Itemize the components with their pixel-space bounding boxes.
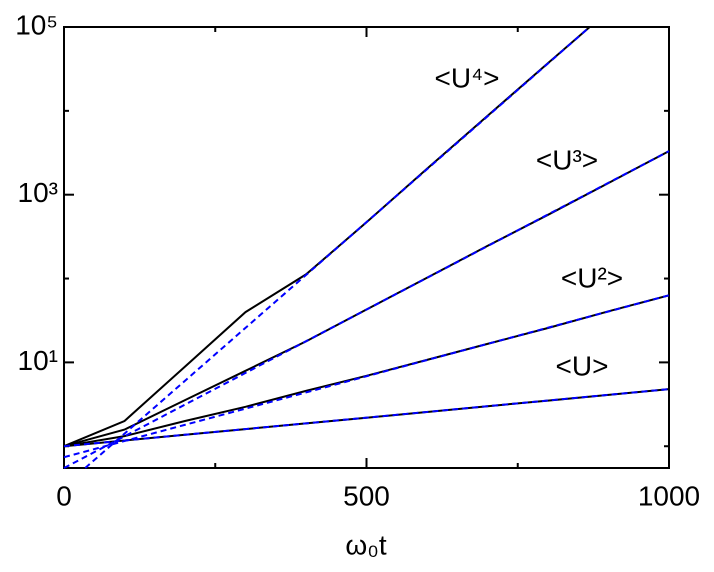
plot-frame <box>63 26 670 469</box>
fit-line <box>63 388 670 448</box>
fit-line <box>63 150 670 469</box>
x-axis-label: ω₀t <box>345 529 386 560</box>
curve <box>63 150 670 448</box>
x-tick-label: 1000 <box>638 480 700 511</box>
curve <box>63 26 591 448</box>
curve-label: <U³> <box>536 144 598 175</box>
x-tick-label: 500 <box>343 480 390 511</box>
fit-line <box>63 294 670 459</box>
curve-label: <U> <box>556 350 609 381</box>
y-tick-label: 10⁵ <box>15 9 58 40</box>
x-tick-label: 0 <box>56 480 72 511</box>
curve-label: <U²> <box>561 262 623 293</box>
curve-label: <U⁴> <box>435 62 500 93</box>
y-tick-label: 10¹ <box>18 345 58 376</box>
y-tick-label: 10³ <box>18 177 58 208</box>
fit-line <box>84 26 591 469</box>
